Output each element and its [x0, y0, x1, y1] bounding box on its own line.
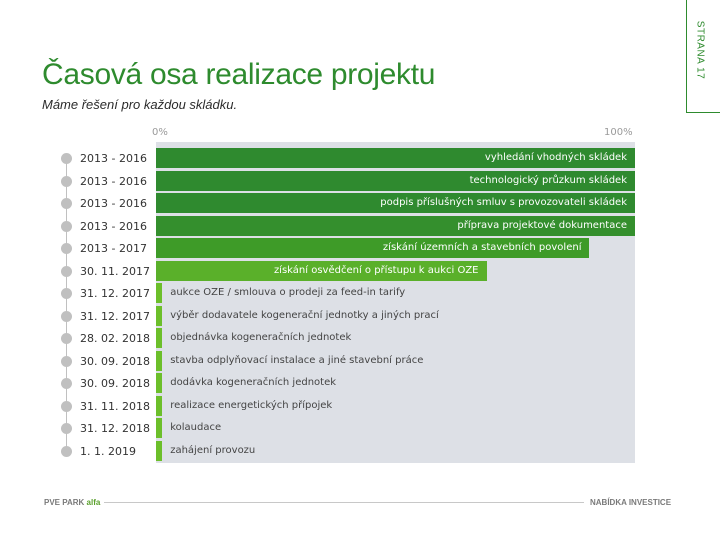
timeline-row: 28. 02. 2018 objednávka kogeneračních jed… — [0, 328, 720, 350]
task-label: podpis příslušných smluv s provozovateli… — [380, 197, 627, 208]
task-bar — [156, 305, 163, 326]
timeline-row: 2013 - 2016 technologický průzkum skládek — [0, 170, 720, 193]
scale-end-label: 100% — [604, 127, 633, 138]
task-label: získání územních a stavebních povolení — [382, 242, 582, 253]
footer-divider — [104, 502, 584, 503]
task-bar — [156, 440, 163, 461]
task-label: výběr dodavatele kogenerační jednotky a … — [170, 309, 439, 321]
side-tab — [686, 0, 720, 113]
row-date: 31. 12. 2018 — [80, 422, 150, 435]
task-bar — [156, 418, 163, 438]
row-date: 2013 - 2016 — [80, 219, 147, 233]
timeline-dot — [61, 310, 72, 322]
task-bar — [156, 283, 163, 303]
row-date: 30. 11. 2017 — [80, 264, 150, 278]
row-date: 31. 11. 2018 — [80, 399, 150, 413]
row-date: 2013 - 2016 — [80, 174, 147, 188]
timeline-axis — [66, 157, 67, 450]
task-label: dodávka kogeneračních jednotek — [170, 377, 337, 388]
task-label: vyhledání vhodných skládek — [484, 152, 627, 163]
row-date: 2013 - 2017 — [80, 242, 147, 255]
task-bar — [156, 328, 163, 348]
row-date: 2013 - 2016 — [80, 152, 147, 165]
timeline-row: 30. 11. 2017 získání osvědčení o přístupu… — [0, 260, 720, 283]
timeline-row: 30. 09. 2018 stavba odplyňovací instalace… — [0, 350, 720, 373]
task-bar: příprava projektové dokumentace — [156, 215, 635, 236]
footer-logo-accent: alfa — [86, 498, 101, 507]
row-date: 30. 09. 2018 — [80, 377, 150, 390]
task-bar: získání osvědčení o přístupu k aukci OZE — [156, 260, 487, 281]
timeline-dot — [61, 198, 72, 209]
task-label: stavba odplyňovací instalace a jiné stav… — [170, 354, 424, 366]
timeline-dot — [61, 265, 72, 277]
row-date: 2013 - 2016 — [80, 197, 147, 210]
timeline-dot — [61, 220, 72, 232]
row-date: 28. 02. 2018 — [80, 332, 150, 345]
task-label: technologický průzkum skládek — [469, 174, 627, 186]
timeline-dot — [61, 355, 72, 367]
task-bar: vyhledání vhodných skládek — [156, 148, 635, 168]
task-bar — [156, 395, 163, 416]
footer-logo: PVE PARK alfa — [44, 498, 100, 507]
timeline-row: 31. 12. 2018 kolaudace — [0, 418, 720, 440]
page-title: Časová osa realizace projektu — [42, 58, 436, 91]
task-label: objednávka kogeneračních jednotek — [170, 332, 352, 343]
timeline-row: 2013 - 2016 podpis příslušných smluv s pr… — [0, 193, 720, 215]
timeline-row: 31. 12. 2017 výběr dodavatele kogenerační… — [0, 305, 720, 328]
footer-logo-main: PVE PARK — [44, 498, 85, 507]
timeline-dot — [61, 243, 72, 254]
page-subtitle: Máme řešení pro každou skládku. — [42, 97, 238, 112]
timeline-row: 31. 11. 2018 realizace energetických příp… — [0, 395, 720, 418]
page-number-label: STRANA 17 — [694, 20, 706, 80]
timeline-dot — [61, 288, 72, 299]
task-bar — [156, 373, 163, 393]
timeline-dot — [61, 445, 72, 457]
task-bar — [156, 350, 163, 371]
task-bar: podpis příslušných smluv s provozovateli… — [156, 193, 635, 213]
row-date: 31. 12. 2017 — [80, 309, 150, 323]
task-label: příprava projektové dokumentace — [457, 219, 627, 231]
task-bar: získání územních a stavebních povolení — [156, 238, 590, 258]
row-date: 31. 12. 2017 — [80, 287, 150, 300]
footer-section-label: NABÍDKA INVESTICE — [590, 498, 672, 507]
task-label: získání osvědčení o přístupu k aukci OZE — [273, 264, 479, 276]
timeline-dot — [61, 175, 72, 187]
row-date: 30. 09. 2018 — [80, 354, 150, 368]
timeline-row: 30. 09. 2018 dodávka kogeneračních jednot… — [0, 373, 720, 395]
task-label: realizace energetických přípojek — [170, 399, 333, 411]
task-label: zahájení provozu — [170, 444, 256, 456]
scale-start-label: 0% — [152, 127, 168, 138]
timeline-row: 2013 - 2016 vyhledání vhodných skládek — [0, 148, 720, 170]
timeline-row: 2013 - 2016 příprava projektové dokumenta… — [0, 215, 720, 238]
timeline-dot — [61, 378, 72, 389]
timeline-dot — [61, 423, 72, 434]
timeline-row: 1. 1. 2019 zahájení provozu — [0, 440, 720, 463]
task-label: aukce OZE / smlouva o prodeji za feed-in… — [170, 287, 406, 298]
task-label: kolaudace — [170, 422, 222, 433]
timeline-dot — [61, 153, 72, 164]
timeline-dot — [61, 333, 72, 344]
timeline-row: 31. 12. 2017 aukce OZE / smlouva o prodej… — [0, 283, 720, 305]
row-date: 1. 1. 2019 — [80, 444, 136, 458]
task-bar: technologický průzkum skládek — [156, 170, 635, 191]
timeline-row: 2013 - 2017 získání územních a stavebních… — [0, 238, 720, 260]
timeline-dot — [61, 400, 72, 412]
